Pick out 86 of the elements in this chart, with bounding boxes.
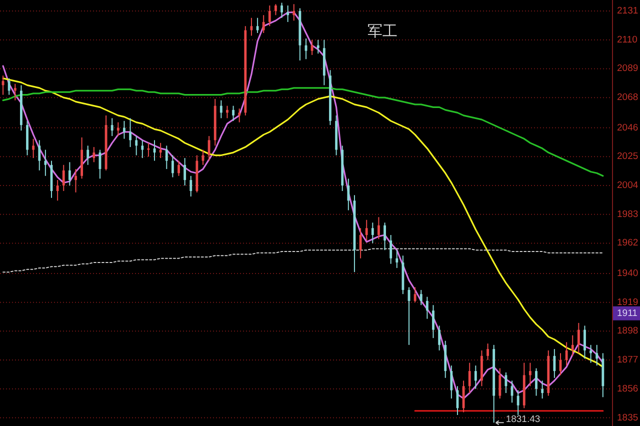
y-tick-label: 2025 — [617, 151, 638, 162]
text: 军工 — [368, 23, 398, 40]
y-tick-label: 2110 — [617, 34, 638, 46]
y-tick-label: 2046 — [617, 122, 638, 134]
candlestick — [123, 120, 126, 140]
candlestick — [110, 118, 114, 137]
candlestick — [262, 14, 265, 34]
y-tick-label: 2131 — [617, 5, 638, 16]
candlestick — [62, 164, 65, 192]
y-tick-label: 1877 — [617, 354, 638, 366]
candlestick — [178, 160, 180, 176]
candlestick — [171, 154, 174, 178]
candlestick — [310, 39, 314, 56]
candlestick — [432, 304, 434, 339]
candlestick — [32, 138, 35, 159]
candlestick — [184, 158, 186, 186]
candlestick — [565, 342, 568, 366]
candlestick — [498, 368, 502, 400]
candlestick — [92, 146, 96, 163]
candlestick — [474, 365, 477, 390]
annotation: 1911 — [617, 308, 638, 319]
candlestick — [347, 178, 350, 211]
y-tick-label: 2089 — [617, 63, 638, 74]
y-tick-label: 2004 — [617, 180, 638, 192]
candlestick — [141, 140, 144, 159]
y-tick-label: 1856 — [617, 383, 638, 394]
candlestick — [414, 286, 416, 303]
y-tick-label: 1962 — [617, 238, 638, 249]
candlestick — [8, 78, 10, 96]
candlestick — [190, 175, 192, 198]
candlestick — [528, 362, 532, 387]
candlestick — [147, 142, 150, 158]
candlestick — [129, 118, 132, 148]
candlestick — [390, 234, 392, 264]
candlestick — [292, 4, 296, 22]
y-tick-label: 1983 — [617, 208, 638, 220]
candlestick — [420, 289, 422, 306]
candlestick — [159, 142, 162, 159]
candlestick — [571, 334, 574, 356]
candlestick — [86, 145, 90, 166]
candlestick — [462, 380, 465, 413]
y-tick-label: 1940 — [617, 268, 638, 279]
candlestick — [38, 140, 41, 171]
candlestick — [384, 222, 386, 251]
candlestick — [590, 344, 592, 364]
candlestick — [226, 105, 228, 119]
candlestick — [286, 4, 290, 22]
candlestick — [553, 348, 556, 378]
candlestick — [468, 362, 471, 394]
y-tick-label: 1919 — [617, 296, 638, 308]
candlestick — [74, 168, 77, 193]
y-tick-label: 1898 — [617, 326, 638, 337]
candlestick — [44, 149, 47, 176]
candlestick — [280, 2, 283, 18]
candlestick — [371, 222, 374, 244]
candlestick — [274, 4, 277, 16]
candlestick — [541, 380, 544, 400]
candlestick — [450, 365, 453, 400]
candlestick — [365, 219, 368, 241]
y-tick-label: 2068 — [617, 92, 638, 104]
candlestick — [486, 343, 489, 361]
candlestick — [135, 136, 138, 156]
annotation: 1831.43 — [506, 414, 540, 426]
candlestick — [596, 344, 598, 366]
candlestick — [584, 325, 586, 360]
candlestick — [268, 4, 271, 27]
candlestick — [426, 296, 428, 320]
candlestick — [220, 100, 222, 119]
candlestick — [438, 325, 441, 351]
candlestick — [504, 372, 508, 394]
candlestick — [232, 105, 234, 122]
candlestick — [68, 162, 71, 186]
candlestick — [516, 390, 520, 416]
candlestick — [577, 322, 580, 354]
candlestick — [396, 250, 398, 268]
line-series — [2, 87, 604, 177]
candlestick — [165, 145, 168, 170]
candlestick — [378, 216, 380, 240]
candlestick — [535, 368, 538, 396]
candlestick — [116, 122, 120, 137]
candlestick — [316, 39, 320, 54]
candlestick — [208, 136, 210, 162]
y-tick-label: 1835 — [617, 412, 638, 424]
candlestick — [56, 180, 59, 202]
candlestick — [14, 83, 16, 101]
candlestick — [238, 108, 241, 123]
